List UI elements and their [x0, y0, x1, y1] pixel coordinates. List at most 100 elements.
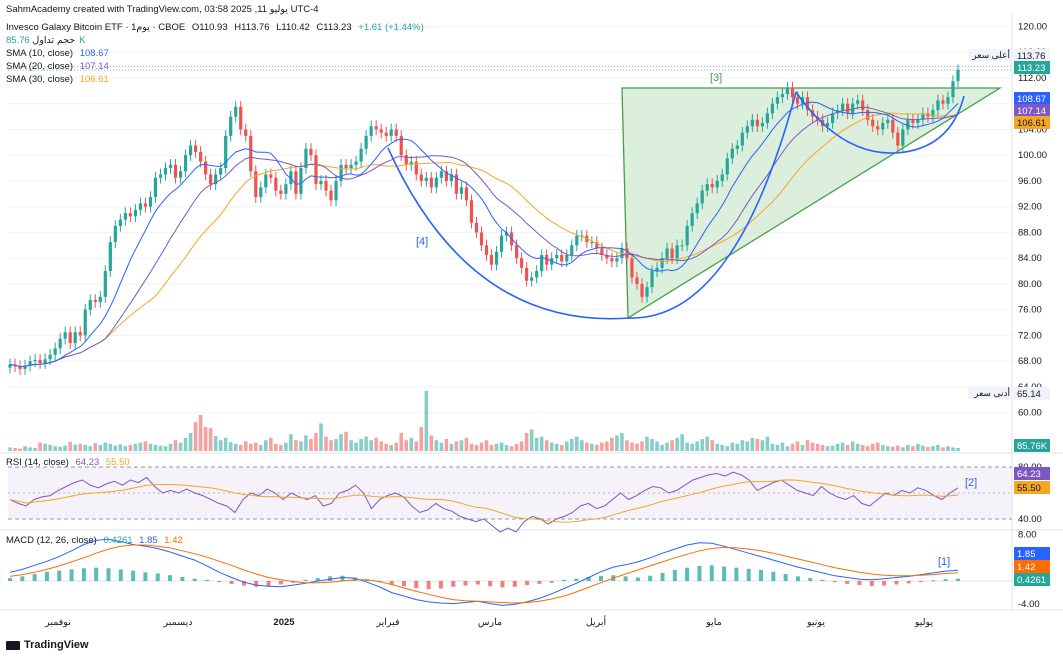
candle-body: [600, 248, 604, 255]
macd-hist-bar: [956, 578, 960, 581]
volume-bar: [504, 445, 509, 451]
macd-hist-bar: [32, 574, 37, 581]
sma20-line: [9, 106, 959, 368]
candle-body: [755, 119, 759, 127]
rsi-line: [9, 471, 959, 533]
volume-bar: [484, 440, 489, 451]
volume-bar: [564, 441, 569, 451]
candle-body: [590, 242, 594, 244]
macd-hist-bar: [709, 565, 714, 581]
volume-bar: [574, 436, 579, 451]
candle-body: [354, 161, 358, 165]
candle-body: [785, 87, 790, 95]
candle-body: [795, 97, 800, 104]
candle-body: [946, 97, 950, 104]
candle-body: [881, 123, 885, 130]
candle-body: [224, 135, 228, 169]
rsi-tick-label: 40.00: [1018, 514, 1042, 525]
macd-tick-label: -4.00: [1018, 599, 1040, 610]
candle-body: [103, 271, 107, 297]
macd-hist-bar: [512, 581, 517, 587]
macd-hist-bar: [623, 576, 628, 581]
candle-body: [520, 258, 524, 268]
time-tick-label: ديسمبر: [163, 617, 193, 628]
rsi-legend: RSI (14, close) 64.23 55.50: [6, 457, 134, 468]
candle-body: [209, 174, 213, 185]
macd-hist-bar: [808, 578, 813, 581]
volume-bar: [419, 427, 424, 451]
volume-bar: [514, 443, 519, 451]
macd-hist-bar: [488, 581, 493, 587]
volume-legend: حجم تداول 85.76K: [6, 35, 90, 46]
macd-hist-bar: [414, 581, 419, 588]
volume-bar: [38, 442, 42, 451]
candle-body: [464, 187, 469, 201]
volume-bar: [354, 442, 358, 451]
candle-body: [515, 245, 519, 259]
candle-body: [916, 119, 920, 123]
volume-bar: [213, 436, 218, 451]
macd-signal-value: 1.42: [164, 535, 183, 546]
macd-hist-bar: [451, 581, 456, 587]
volume-bar: [670, 440, 674, 451]
volume-bar: [870, 443, 875, 451]
volume-bar: [203, 427, 208, 451]
macd-hist-bar: [525, 581, 530, 586]
macd-hist-bar: [598, 575, 603, 581]
volume-bar: [660, 445, 664, 451]
price-tick-label: 80.00: [1018, 279, 1042, 290]
time-tick-label: أبريل: [586, 615, 607, 628]
sma10-label: SMA (10, close): [6, 48, 74, 59]
macd-hist-bar: [438, 581, 443, 589]
volume-bar: [344, 431, 348, 451]
candle-body: [349, 164, 353, 169]
candle-body: [324, 180, 328, 191]
volume-bar: [615, 435, 619, 451]
volume-bar: [374, 437, 378, 451]
indicator-value-text: 1.42: [1017, 562, 1036, 573]
volume-bar: [33, 448, 37, 451]
volume-bar: [449, 443, 454, 451]
tradingview-logo[interactable]: TradingView: [6, 639, 89, 651]
candle-body: [760, 123, 764, 127]
volume-bar: [710, 440, 715, 451]
candle-body: [128, 213, 132, 217]
volume-bar: [645, 436, 649, 451]
price-tick-label: 92.00: [1018, 202, 1042, 213]
volume-bar: [690, 443, 694, 451]
candle-body: [93, 300, 97, 302]
candle-body: [153, 177, 158, 198]
volume-bar: [289, 434, 293, 451]
candle-body: [138, 203, 143, 210]
price-label-caption-bg: [968, 49, 1012, 61]
candle-body: [369, 126, 373, 136]
volume-bar: [389, 445, 394, 451]
price-label-box: [1014, 104, 1050, 117]
price-label-value: 106.61: [1017, 118, 1046, 129]
change-value: +1.61 (+1.44%): [358, 22, 424, 33]
candle-body: [705, 184, 709, 191]
volume-bar: [745, 441, 750, 451]
macd-hist-bar: [118, 569, 123, 581]
candle-body: [178, 171, 183, 178]
volume-bar: [8, 447, 12, 451]
candle-body: [876, 126, 880, 130]
candle-body: [118, 219, 122, 226]
volume-bar: [138, 442, 143, 451]
volume-bar: [941, 447, 945, 451]
macd-hist-bar: [931, 580, 936, 582]
candle-body: [439, 171, 443, 178]
macd-hist-bar: [340, 575, 345, 581]
candle-body: [168, 164, 173, 169]
macd-hist-bar: [697, 565, 702, 581]
price-label-box: [1014, 92, 1050, 105]
candle-body: [23, 365, 27, 369]
open-value: O110.93: [191, 22, 228, 33]
candle-body: [575, 235, 579, 246]
volume-bar: [329, 440, 333, 451]
candle-body: [414, 161, 418, 175]
volume-bar: [233, 443, 238, 451]
macd-hist-bar: [783, 574, 788, 581]
volume-bar: [951, 447, 955, 451]
